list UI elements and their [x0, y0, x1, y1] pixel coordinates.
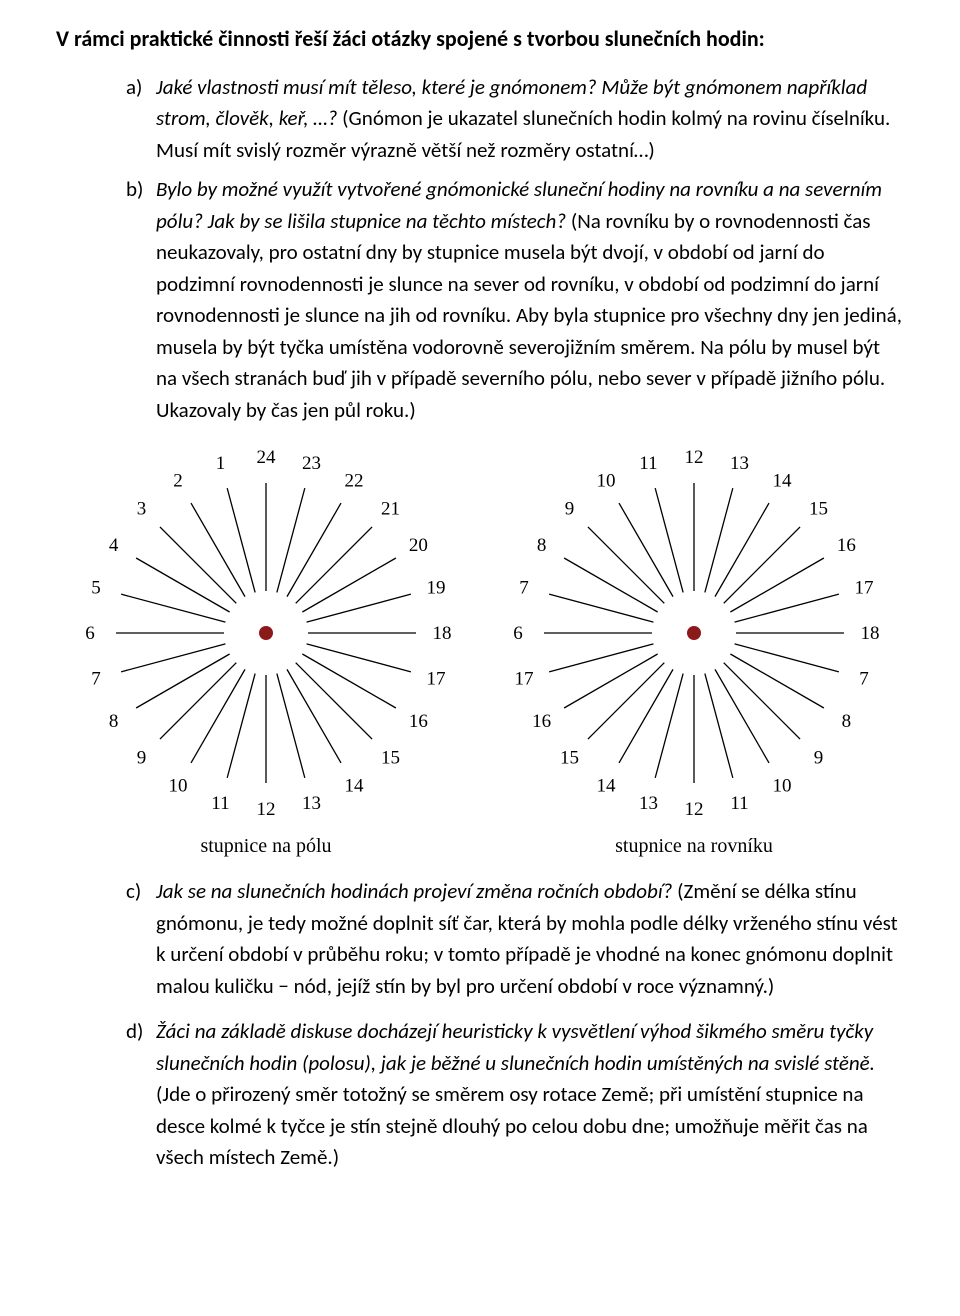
svg-text:8: 8 — [537, 535, 547, 556]
svg-text:8: 8 — [109, 711, 119, 732]
svg-text:14: 14 — [597, 776, 617, 797]
item-c-question: Jak se na slunečních hodinách projeví zm… — [156, 878, 672, 904]
page-root: V rámci praktické činnosti řeší žáci otá… — [0, 0, 960, 1222]
svg-text:9: 9 — [814, 748, 824, 769]
svg-text:19: 19 — [427, 578, 446, 599]
svg-text:21: 21 — [381, 499, 400, 520]
sundial-pole-svg: 654321242322212019181716151413121110987 — [56, 438, 476, 828]
svg-text:5: 5 — [91, 578, 101, 599]
item-a: a) Jaké vlastnosti musí mít těleso, kter… — [126, 72, 904, 167]
question-list: a) Jaké vlastnosti musí mít těleso, kter… — [56, 72, 904, 427]
item-c-content: Jak se na slunečních hodinách projeví zm… — [156, 876, 904, 1002]
svg-text:17: 17 — [855, 578, 874, 599]
svg-text:10: 10 — [597, 471, 616, 492]
svg-text:14: 14 — [345, 776, 365, 797]
item-d-answer: (Jde o přirozený směr totožný se směrem … — [156, 1081, 868, 1170]
item-d-question: Žáci na základě diskuse docházejí heuris… — [156, 1018, 875, 1076]
svg-text:11: 11 — [639, 453, 657, 474]
item-d-marker: d) — [126, 1016, 156, 1174]
svg-text:7: 7 — [519, 578, 529, 599]
item-b-marker: b) — [126, 174, 156, 426]
svg-text:16: 16 — [837, 535, 856, 556]
svg-text:15: 15 — [809, 499, 828, 520]
svg-text:10: 10 — [773, 776, 792, 797]
svg-text:17: 17 — [514, 669, 533, 690]
item-d: d) Žáci na základě diskuse docházejí heu… — [126, 1016, 904, 1174]
svg-text:7: 7 — [91, 669, 101, 690]
svg-text:18: 18 — [433, 623, 452, 644]
svg-text:22: 22 — [345, 471, 364, 492]
svg-text:6: 6 — [513, 623, 523, 644]
svg-text:15: 15 — [560, 748, 579, 769]
svg-text:9: 9 — [137, 748, 147, 769]
svg-text:9: 9 — [565, 499, 575, 520]
svg-text:2: 2 — [173, 471, 183, 492]
svg-text:1: 1 — [216, 453, 226, 474]
diagram-pole: 654321242322212019181716151413121110987 … — [56, 438, 476, 858]
diagram-equator: 6789101112131415161718789101112131415161… — [484, 438, 904, 858]
svg-text:20: 20 — [409, 535, 428, 556]
page-title: V rámci praktické činnosti řeší žáci otá… — [56, 24, 904, 54]
item-a-content: Jaké vlastnosti musí mít těleso, které j… — [156, 72, 904, 167]
item-d-content: Žáci na základě diskuse docházejí heuris… — [156, 1016, 904, 1174]
svg-text:4: 4 — [109, 535, 119, 556]
diagrams-row: 654321242322212019181716151413121110987 … — [56, 438, 904, 858]
svg-text:8: 8 — [842, 711, 852, 732]
sundial-equator-svg: 6789101112131415161718789101112131415161… — [484, 438, 904, 828]
svg-text:17: 17 — [427, 669, 446, 690]
caption-pole: stupnice na pólu — [56, 835, 476, 858]
svg-text:23: 23 — [302, 453, 321, 474]
caption-equator: stupnice na rovníku — [484, 835, 904, 858]
svg-text:12: 12 — [685, 799, 704, 820]
svg-text:15: 15 — [381, 748, 400, 769]
svg-text:24: 24 — [257, 447, 277, 468]
svg-text:16: 16 — [409, 711, 428, 732]
item-b-content: Bylo by možné využít vytvořené gnómonick… — [156, 174, 904, 426]
svg-text:14: 14 — [773, 471, 793, 492]
item-c-marker: c) — [126, 876, 156, 1002]
svg-text:7: 7 — [859, 669, 869, 690]
item-a-marker: a) — [126, 72, 156, 167]
svg-text:13: 13 — [639, 793, 658, 814]
svg-text:16: 16 — [532, 711, 551, 732]
svg-text:3: 3 — [137, 499, 147, 520]
svg-text:12: 12 — [685, 447, 704, 468]
svg-text:13: 13 — [730, 453, 749, 474]
svg-text:11: 11 — [211, 793, 229, 814]
item-b-answer: (Na rovníku by o rovnodennosti čas neuka… — [156, 208, 902, 423]
item-c: c) Jak se na slunečních hodinách projeví… — [126, 876, 904, 1002]
svg-text:10: 10 — [169, 776, 188, 797]
svg-text:6: 6 — [85, 623, 95, 644]
svg-text:12: 12 — [257, 799, 276, 820]
question-list-2: c) Jak se na slunečních hodinách projeví… — [56, 876, 904, 1174]
svg-text:13: 13 — [302, 793, 321, 814]
svg-text:18: 18 — [861, 623, 880, 644]
item-b: b) Bylo by možné využít vytvořené gnómon… — [126, 174, 904, 426]
svg-text:11: 11 — [730, 793, 748, 814]
